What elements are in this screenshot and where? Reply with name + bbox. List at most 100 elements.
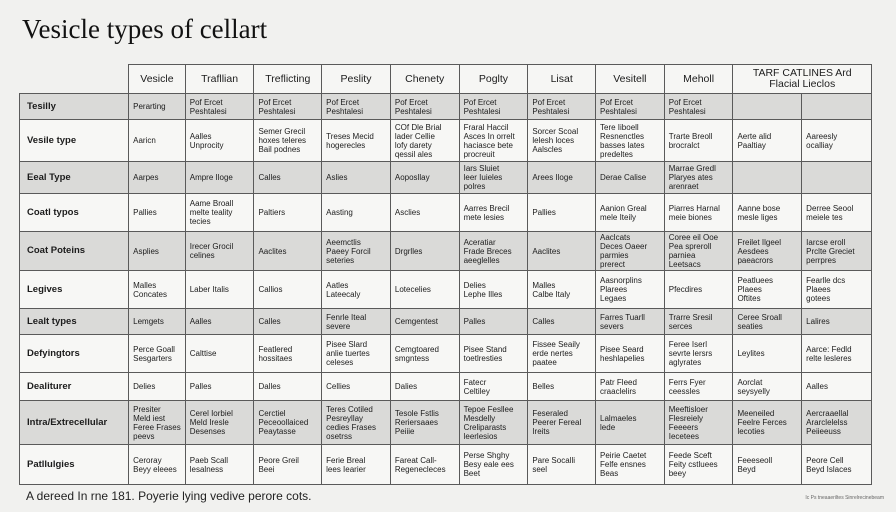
table-cell: Aslies (321, 161, 391, 194)
cell-text-line: Calles (258, 173, 281, 182)
cell-text-line: Aesdees (737, 246, 769, 256)
cell-text-line: Cerctiel (258, 409, 286, 418)
table-cell: Peatluees Plaees Oftites (732, 270, 803, 309)
table-cell: Callios (253, 270, 323, 309)
cell-text-line: Trarte Breoll (668, 131, 713, 141)
table-cell: Lalmaeles lede (595, 400, 665, 445)
table-cell: Pisee Slard anlie tuertes celeses (321, 334, 391, 373)
cell-text-line: Meeftisloer (668, 404, 708, 414)
table-cell (801, 93, 872, 120)
table-cell: Lotecelies (389, 270, 460, 309)
table-cell: Aarres Brecil mete lesies (458, 193, 529, 232)
cell-text-line: Delies (133, 382, 156, 391)
vesicle-types-table: Vesicle Trafllian Treflicting Peslity Ch… (18, 64, 872, 485)
table-cell: Arees Iloge (527, 161, 597, 194)
cell-text-line: parniea (668, 251, 696, 260)
cell-text-line: Aasting (326, 208, 353, 217)
cell-text-line: Calles (532, 317, 555, 326)
table-row: Dealiturer Delies Palles Dalles Cellies Dalie… (18, 372, 872, 401)
cell-text-line: Pof Ercet (600, 97, 633, 107)
table-cell: Pof Ercet Peshtalesi (253, 93, 323, 120)
table-cell: Patr Fleed craaclelirs (595, 372, 665, 401)
table-cell: Pisee Stand toetlresties (458, 334, 529, 373)
cell-text-line: meiele tes (806, 212, 843, 222)
table-cell: Aerte alid Paaltiay (732, 119, 803, 162)
row-header: Coatl typos (18, 193, 130, 232)
row-header: Tesilly (18, 93, 130, 120)
cell-text-line: Pof Ercet (326, 97, 360, 107)
table-cell (801, 161, 872, 194)
cell-text-line: serces (668, 321, 693, 331)
cell-text-line: Pof Ercet (668, 97, 702, 107)
cell-text-line: Peshtalesi (189, 106, 227, 116)
table-cell: Pof Ercet Peshtalesi (663, 93, 734, 120)
cell-text-line: aeeglelles (463, 255, 500, 265)
header-corner (20, 65, 129, 94)
table-cell: Cerel Iorbiel Meld Iresle Desenses (184, 400, 255, 445)
table-cell: Laber Italis (184, 270, 255, 309)
cell-text-line: Aalscles (532, 145, 563, 154)
row-header: Legives (18, 270, 130, 309)
cell-text-line: Aeemctlis (326, 237, 361, 247)
cell-text-line: Freilet Ilgeel (737, 237, 782, 247)
cell-text-line: Teres Cotiled (326, 404, 373, 414)
cell-text-line: peevs (133, 431, 155, 441)
table-cell (732, 93, 803, 120)
cell-text-line: celines (189, 251, 215, 260)
cell-text-line: Calbe Italy (532, 289, 571, 299)
cell-text-line: relte lesleres (806, 353, 852, 363)
cell-text-line: Iecetees (668, 431, 699, 441)
table-cell: Cellies (321, 372, 391, 401)
cell-text-line: Delies (463, 280, 486, 290)
cell-text-line: Presiter (133, 404, 161, 414)
cell-text-line: Ampre Iloge (189, 173, 233, 182)
table-cell: Aalles (801, 372, 872, 401)
table-cell: Fatecr Celtiley (458, 372, 529, 401)
cell-text-line: Beyy eleees (133, 464, 177, 474)
cell-text-line: mete lesies (463, 212, 505, 222)
table-cell: Peore Greil Beei (253, 444, 323, 485)
table-cell: Malles Calbe Italy (527, 270, 597, 309)
cell-text-line: craaclelirs (600, 386, 637, 396)
cell-text-line: Beet (463, 469, 481, 478)
cell-text-line: Ceroray (133, 455, 162, 465)
cell-text-line: basses lates (600, 140, 645, 150)
cell-text-line: Meld Iresle (189, 418, 229, 427)
table-cell: Fenrle Iteal severe (321, 308, 391, 335)
cell-text-line: Perce Goall (133, 344, 175, 354)
table-cell: Aareesly ocalliay (801, 119, 872, 162)
table-body: Tesilly Perarting Pof Ercet Peshtalesi Pof E… (18, 93, 872, 485)
cell-text-line: perrpres (806, 255, 836, 265)
table-cell: Aarpes (128, 161, 186, 194)
cell-text-line: Fissee Seaily (532, 340, 580, 349)
cell-text-line: Pesreyllay (326, 413, 364, 423)
cell-text-line: aglyrates (668, 358, 702, 367)
cell-text-line: Feree Iserl (668, 340, 707, 349)
cell-text-line: Iars Sluiet (463, 164, 500, 173)
table-cell: Aatles Lateecaly (321, 270, 391, 309)
column-header: Lisat (527, 64, 597, 94)
cell-text-line: Arees Iloge (532, 173, 573, 182)
cell-text-line: Leetsacs (668, 260, 701, 269)
document-title: Vesicle types of cellart (22, 14, 268, 44)
table-cell: Aceratiar Frade Breces aeeglelles (458, 231, 529, 271)
cell-text-line: Belles (532, 382, 555, 391)
table-cell: Aaricn (128, 119, 186, 162)
table-cell: Malles Concates (128, 270, 186, 309)
cell-text-line: Aercraaellal (806, 409, 849, 418)
table-cell: Tepoe Fesllee Mesdelly Creliparasts leerles… (458, 400, 529, 445)
cell-text-line: prerect (600, 260, 625, 269)
cell-text-line: Deces Oaeer (600, 242, 648, 251)
table-cell: Fareat Call- Regenecleces (389, 444, 460, 485)
table-cell: Perce Goall Sesgarters (128, 334, 186, 373)
cell-text-line: Palles (463, 317, 486, 326)
table-cell: Iarcse eroll Prclte Greciet perrpres (801, 231, 872, 271)
cell-text-line: Peshtalesi (394, 106, 432, 116)
cell-text-line: Iarcse eroll (806, 237, 846, 247)
table-cell: Trarte Breoll brocralct (663, 119, 734, 162)
table-row: Defyingtors Perce Goall Sesgarters Calttise… (18, 334, 872, 373)
cell-text-line: Tere Iiboell (600, 122, 639, 132)
cell-text-line: Beei (258, 464, 275, 474)
table-row: Coat Poteins Asplies Irecer Grocil celines A… (18, 231, 872, 271)
table-cell: Feree Iserl sevrte lersrs aglyrates (663, 334, 734, 373)
